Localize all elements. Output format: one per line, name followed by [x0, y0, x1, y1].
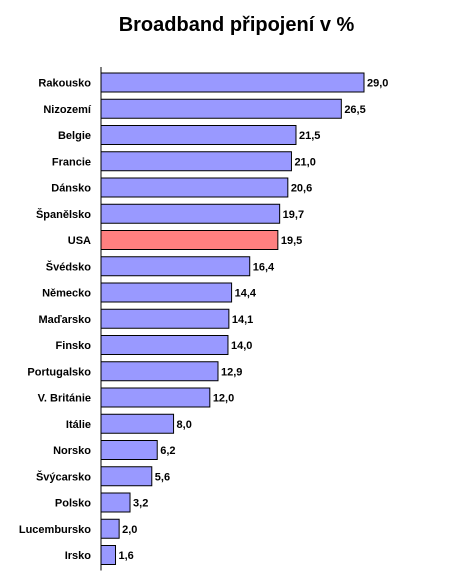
- category-label: Lucembursko: [19, 524, 91, 536]
- value-label: 19,5: [281, 235, 302, 247]
- bar-7: [100, 256, 251, 277]
- value-label: 5,6: [155, 471, 170, 483]
- bar-2: [100, 125, 297, 145]
- category-label: V. Británie: [38, 393, 91, 405]
- category-label: Irsko: [65, 550, 92, 562]
- bar-4: [100, 177, 289, 198]
- bar-18: [100, 545, 117, 565]
- bar-13: [100, 413, 175, 434]
- bar-12: [100, 387, 211, 408]
- bar-16: [100, 492, 131, 513]
- value-label: 19,7: [283, 209, 304, 221]
- category-label: Švédsko: [46, 260, 92, 273]
- value-label: 20,6: [291, 183, 312, 195]
- value-label: 14,4: [235, 288, 257, 300]
- bar-0: [100, 72, 365, 93]
- value-label: 14,0: [231, 340, 252, 352]
- bar-15: [100, 466, 153, 487]
- bar-3: [100, 151, 292, 172]
- value-label: 1,6: [119, 550, 134, 562]
- value-label: 3,2: [133, 498, 148, 510]
- category-label: Švýcarsko: [36, 470, 91, 483]
- category-label: Dánsko: [51, 183, 91, 195]
- value-label: 2,0: [122, 524, 137, 536]
- bar-10: [100, 335, 229, 355]
- bar-17: [100, 518, 120, 539]
- category-label: Nizozemí: [43, 104, 92, 116]
- bar-5: [100, 203, 281, 224]
- category-label: USA: [68, 235, 91, 247]
- bar-9: [100, 308, 230, 329]
- bar-14: [100, 440, 158, 460]
- value-label: 26,5: [344, 104, 365, 116]
- category-label: Maďarsko: [38, 314, 91, 326]
- category-label: Polsko: [55, 498, 91, 510]
- chart-title: Broadband připojení v %: [118, 14, 355, 36]
- category-label: Německo: [42, 288, 91, 300]
- value-label: 29,0: [367, 78, 388, 90]
- value-label: 14,1: [232, 314, 253, 326]
- category-label: Itálie: [66, 419, 91, 431]
- value-label: 16,4: [253, 261, 275, 273]
- value-label: 6,2: [160, 445, 175, 457]
- category-label: Rakousko: [38, 78, 91, 90]
- category-label: Francie: [52, 156, 91, 168]
- value-label: 12,0: [213, 393, 234, 405]
- category-label: Belgie: [58, 130, 91, 142]
- category-label: Norsko: [53, 445, 91, 457]
- value-label: 8,0: [177, 419, 192, 431]
- bar-8: [100, 282, 233, 303]
- category-labels-group: Rakousko Nizozemí Belgie Francie Dánsko Španě…: [19, 78, 92, 563]
- category-label: Španělsko: [36, 208, 91, 221]
- category-label: Portugalsko: [27, 366, 91, 378]
- value-label: 12,9: [221, 366, 242, 378]
- category-label: Finsko: [56, 340, 92, 352]
- value-labels-group: 29,0 26,5 21,5 21,0 20,6 19,7 19,5 16,4 14,4 14,1…: [119, 78, 389, 563]
- bar-6: [100, 230, 279, 250]
- bar-11: [100, 361, 219, 382]
- value-label: 21,5: [299, 130, 320, 142]
- value-label: 21,0: [294, 156, 315, 168]
- bar-1: [100, 98, 342, 119]
